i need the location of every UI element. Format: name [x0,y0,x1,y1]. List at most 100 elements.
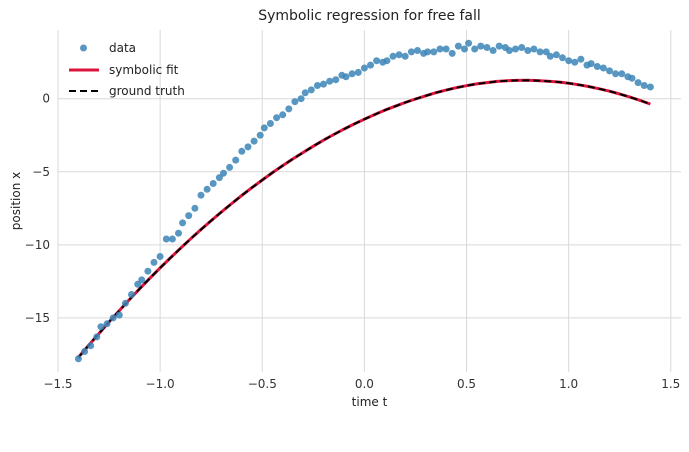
data-point [232,156,240,164]
data-point [505,47,513,54]
data-point [634,79,642,87]
data-point [97,323,105,331]
data-point [448,49,456,57]
data-point [606,67,613,75]
series-lines [77,78,651,359]
data-point [571,58,579,66]
data-point [383,57,391,65]
y-tick-labels: −15 −10 −5 0 [25,92,50,325]
x-tick-label: −0.5 [248,377,277,391]
y-axis-label: position x [9,172,23,230]
data-point [291,98,299,106]
data-point [209,180,217,187]
data-point [640,82,648,89]
data-point [128,291,135,298]
legend-symbolic-fit-label: symbolic fit [109,63,179,77]
y-tick-label: −10 [25,238,50,252]
data-point [93,333,101,341]
data-point [430,48,438,56]
data-point [313,82,321,89]
x-tick-label: −1.0 [146,377,175,391]
data-point [461,45,468,53]
data-point [424,48,432,56]
data-point [121,299,129,307]
data-point [524,47,532,54]
data-point [162,235,170,243]
data-point [226,163,234,171]
data-points [74,39,654,363]
data-point [436,45,444,53]
data-point [238,147,246,155]
data-point [307,86,315,94]
data-point [348,70,356,78]
data-point [109,314,117,322]
x-tick-label: 1.5 [661,377,680,391]
data-point [495,42,503,50]
data-point [646,83,654,91]
data-point [179,219,187,227]
data-point [565,57,573,65]
data-point [454,42,462,50]
data-point [279,111,287,119]
x-tick-label: 1.0 [559,377,578,391]
data-point [168,235,176,243]
data-point [552,51,560,59]
data-point [332,76,340,84]
data-point [518,44,526,51]
data-point [285,105,293,113]
data-point [395,51,403,59]
data-point [175,229,182,237]
y-tick-label: −5 [32,165,50,179]
data-point [389,52,397,60]
data-point [542,48,550,56]
x-tick-label: 0.5 [457,377,476,391]
data-point [414,47,421,54]
legend: data symbolic fit ground truth [69,41,185,98]
data-point [320,80,327,88]
data-point [203,185,211,193]
x-tick-label: −1.5 [43,377,72,391]
data-point [87,342,95,350]
data-point [266,120,274,127]
x-tick-labels: −1.5 −1.0 −0.5 0.0 0.5 1.0 1.5 [43,377,680,391]
data-point [618,70,626,78]
data-point [215,174,223,182]
data-point [138,276,146,284]
data-point [593,63,601,70]
data-point [250,137,258,145]
data-point [477,42,485,50]
data-point [360,64,368,72]
data-point [512,45,519,53]
x-axis-label: time t [352,395,388,409]
data-point [220,169,227,177]
data-point [342,73,350,81]
data-point [115,311,123,319]
data-point [546,52,554,60]
data-point [81,348,89,355]
data-point [599,64,607,72]
data-point [150,258,158,266]
data-point [577,55,585,63]
data-point [354,68,362,76]
data-point [156,253,164,260]
data-point [483,44,491,51]
data-point [373,57,381,65]
legend-data-label: data [109,41,136,55]
data-point [559,54,566,62]
data-point [244,143,252,151]
data-point [367,61,374,69]
data-point [144,267,152,275]
ground-truth-line [77,79,651,359]
data-point [465,39,473,47]
legend-ground-truth-label: ground truth [109,84,185,98]
data-point [587,60,595,68]
data-point [536,48,544,56]
legend-data-marker [80,44,87,52]
chart-title: Symbolic regression for free fall [258,8,481,24]
data-point [530,45,538,53]
data-point [628,74,636,82]
data-point [471,45,479,53]
data-point [401,52,409,60]
data-point [260,124,268,132]
